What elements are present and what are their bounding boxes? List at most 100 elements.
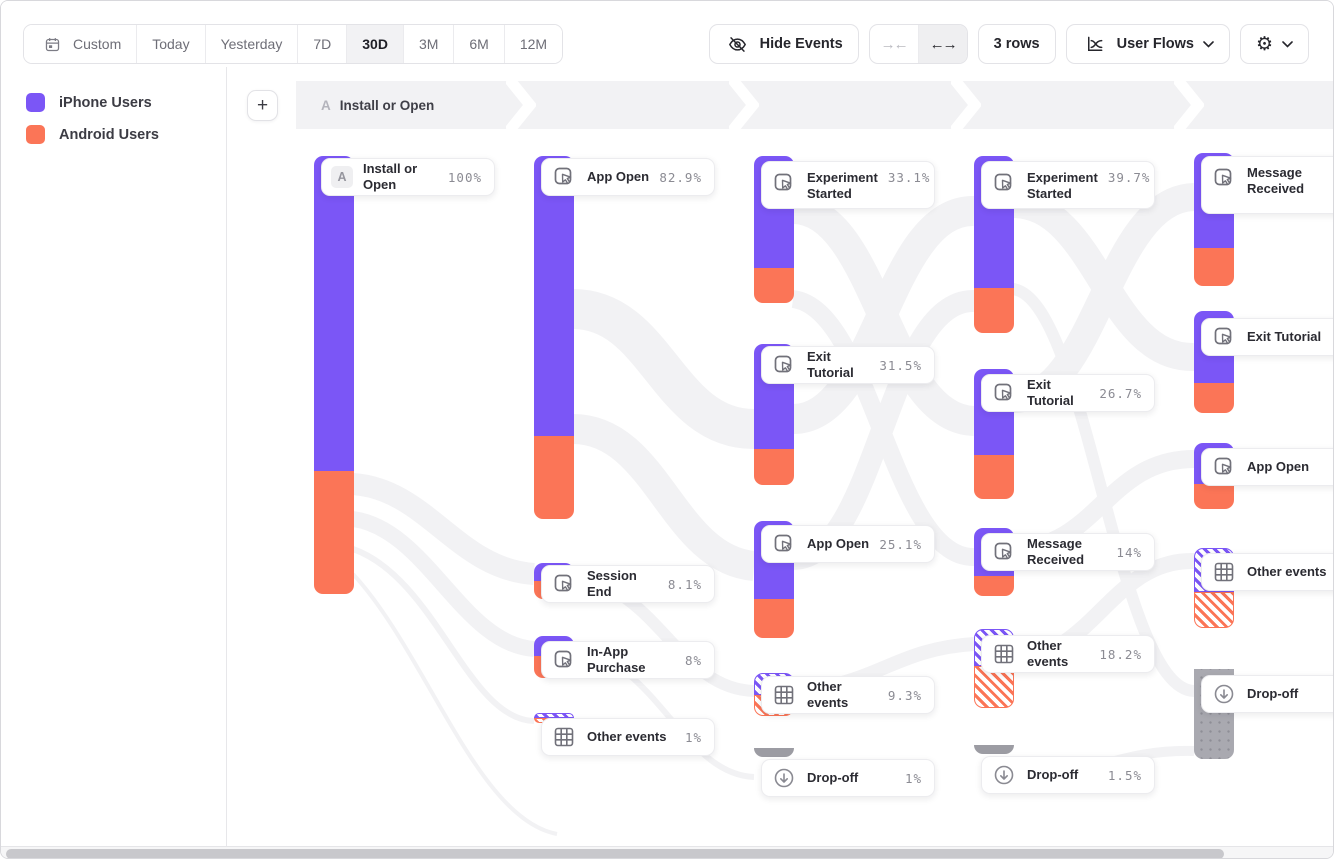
flow-node-card-exit-tutorial[interactable]: Exit Tutorial 31.5%: [761, 346, 935, 384]
horizontal-scrollbar-thumb[interactable]: [6, 849, 1224, 858]
bar-segment-p: [534, 156, 574, 436]
flow-node-card-exit-tutorial[interactable]: Exit Tutorial: [1201, 318, 1333, 356]
bar-segment-g: [974, 745, 1014, 754]
collapse-columns-button[interactable]: →←: [870, 25, 919, 63]
flow-link: [351, 511, 536, 657]
flow-node-card-experiment-started[interactable]: Experiment Started 39.7%: [981, 161, 1155, 209]
flow-node-bar-install-or-open[interactable]: [314, 156, 354, 594]
event-icon: [991, 380, 1017, 406]
flow-link: [571, 414, 757, 581]
bar-segment-o: [754, 599, 794, 638]
date-range-label: 6M: [469, 36, 489, 52]
date-range-label: 7D: [313, 36, 332, 52]
flow-node-label: Install or Open: [363, 160, 418, 192]
legend-item-android-users[interactable]: Android Users: [26, 125, 159, 144]
bar-segment-o: [314, 471, 354, 594]
flow-node-label: Other events: [1027, 637, 1069, 669]
bar-segment-o: [1194, 484, 1234, 509]
collapse-icon: →←: [880, 35, 909, 53]
settings-dropdown[interactable]: ⚙: [1239, 24, 1309, 64]
flow-node-card-exit-tutorial[interactable]: Exit Tutorial 26.7%: [981, 374, 1155, 412]
chevron-down-icon: [1282, 40, 1293, 48]
flow-node-card-install-or-open[interactable]: A Install or Open 100%: [321, 158, 495, 196]
date-range-12m[interactable]: 12M: [504, 25, 563, 63]
step-badge: A: [321, 97, 331, 113]
date-range-custom[interactable]: Custom: [24, 25, 138, 63]
flow-node-card-app-open[interactable]: App Open 82.9%: [541, 158, 715, 196]
flow-link: [790, 290, 975, 567]
bar-segment-o: [754, 268, 794, 303]
date-range-3m[interactable]: 3M: [403, 25, 455, 63]
flow-link: [351, 473, 536, 585]
event-icon: [551, 647, 577, 673]
flow-node-card-other-events[interactable]: Other events 1%: [541, 718, 715, 756]
flow-node-bar-drop-off[interactable]: [754, 748, 794, 757]
flow-node-value: 8%: [684, 652, 702, 668]
bottom-divider: [1, 846, 1333, 847]
flow-node-value: 9.3%: [887, 687, 922, 703]
date-range-30d[interactable]: 30D: [347, 25, 404, 63]
flow-node-card-message-received[interactable]: Message Received 14%: [981, 533, 1155, 571]
flow-link: [1011, 283, 1196, 697]
bar-segment-g: [754, 748, 794, 757]
expand-icon: ←→: [929, 35, 958, 53]
date-range-label: 3M: [418, 36, 439, 52]
other-events-grid-icon: [771, 682, 797, 708]
bar-segment-o: [534, 436, 574, 519]
flow-node-card-in-app-purchase[interactable]: In-App Purchase 8%: [541, 641, 715, 679]
sidebar-divider: [226, 67, 227, 846]
flow-step-separator-icon: [951, 81, 981, 129]
legend-swatch: [26, 125, 45, 144]
hide-events-button[interactable]: Hide Events: [708, 24, 859, 64]
flow-node-label: Exit Tutorial: [807, 348, 854, 380]
add-step-button[interactable]: +: [247, 90, 278, 121]
top-toolbar: Custom Today Yesterday 7D 30D 3M 6M 12M Hide Ev…: [1, 1, 1333, 67]
event-icon: [991, 170, 1017, 196]
date-range-6m[interactable]: 6M: [454, 25, 505, 63]
step-name: Install or Open: [339, 97, 435, 113]
event-icon: [1211, 324, 1237, 350]
flow-node-card-drop-off[interactable]: Drop-off 1.5%: [981, 756, 1155, 794]
step-header-install-or-open[interactable]: A Install or Open: [321, 81, 434, 129]
flow-node-bar-drop-off[interactable]: [974, 745, 1014, 754]
hide-events-label: Hide Events: [759, 36, 843, 52]
flow-node-card-drop-off[interactable]: Drop-off 1%: [761, 759, 935, 797]
calendar-icon: [39, 31, 65, 57]
flow-node-label: Exit Tutorial: [1247, 328, 1322, 344]
event-icon: [771, 170, 797, 196]
other-events-grid-icon: [551, 724, 577, 750]
flow-node-card-other-events[interactable]: Other events: [1201, 553, 1333, 591]
flow-node-card-session-end[interactable]: Session End 8.1%: [541, 565, 715, 603]
flow-node-bar-drop-off[interactable]: [1194, 669, 1234, 759]
plus-icon: +: [256, 94, 269, 116]
date-range-label: Yesterday: [220, 36, 283, 52]
flow-node-card-message-received[interactable]: Message Received: [1201, 156, 1333, 214]
eye-off-icon: [725, 31, 751, 57]
flow-step-separator-icon: [1174, 81, 1204, 129]
gear-icon: ⚙: [1255, 32, 1273, 55]
date-range-yesterday[interactable]: Yesterday: [205, 25, 299, 63]
flows-chart-icon: [1082, 31, 1108, 57]
flow-link: [351, 572, 558, 836]
view-selector-dropdown[interactable]: User Flows: [1065, 24, 1230, 64]
expand-columns-button[interactable]: ←→: [918, 25, 967, 63]
flow-node-value: 82.9%: [659, 169, 702, 185]
rows-button[interactable]: 3 rows: [977, 24, 1056, 64]
flow-node-card-app-open[interactable]: App Open: [1201, 448, 1333, 486]
flow-node-card-drop-off[interactable]: Drop-off: [1201, 675, 1333, 713]
legend-item-iphone-users[interactable]: iPhone Users: [26, 93, 159, 112]
flow-node-bar-app-open[interactable]: [534, 156, 574, 519]
flow-node-card-other-events[interactable]: Other events 18.2%: [981, 635, 1155, 673]
flow-node-card-app-open[interactable]: App Open 25.1%: [761, 525, 935, 563]
flow-node-card-other-events[interactable]: Other events 9.3%: [761, 676, 935, 714]
flow-node-value: 1%: [904, 770, 922, 786]
flow-node-value: 8.1%: [667, 576, 702, 592]
flow-step-separator-icon: [506, 81, 536, 129]
date-range-today[interactable]: Today: [137, 25, 206, 63]
flow-link: [351, 546, 535, 724]
flow-node-label: Message Received: [1247, 165, 1305, 197]
date-range-7d[interactable]: 7D: [298, 25, 348, 63]
flow-node-card-experiment-started[interactable]: Experiment Started 33.1%: [761, 161, 935, 209]
date-range-label: Today: [152, 36, 190, 52]
drop-off-icon: [991, 762, 1017, 788]
